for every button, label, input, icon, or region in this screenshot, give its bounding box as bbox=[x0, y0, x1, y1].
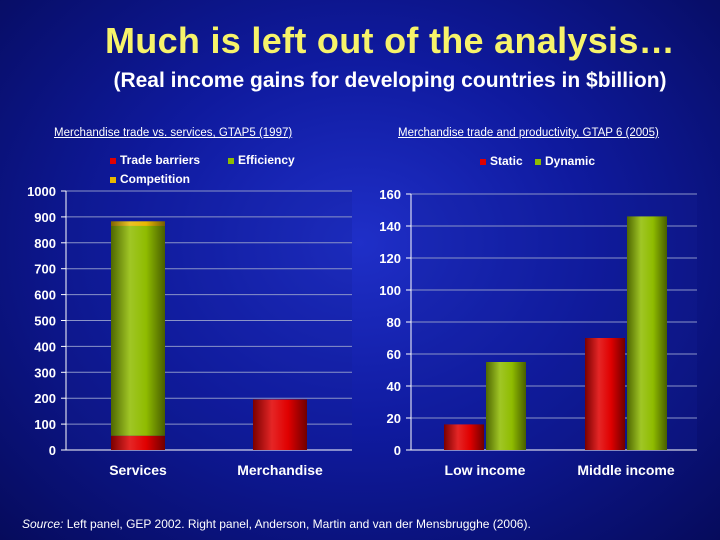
left-category-label: Merchandise bbox=[237, 462, 323, 478]
left-y-tick-label: 200 bbox=[34, 391, 56, 406]
left-legend-swatch bbox=[110, 158, 116, 164]
right-y-tick-label: 20 bbox=[387, 411, 401, 426]
left-chart-title: Merchandise trade vs. services, GTAP5 (1… bbox=[54, 127, 293, 139]
left-bar-efficiency bbox=[111, 225, 165, 436]
left-y-tick-label: 300 bbox=[34, 365, 56, 380]
right-y-tick-label: 40 bbox=[387, 379, 401, 394]
right-y-tick-label: 100 bbox=[379, 283, 401, 298]
right-y-tick-label: 60 bbox=[387, 347, 401, 362]
slide-title: Much is left out of the analysis… bbox=[105, 20, 675, 61]
source-label: Source: bbox=[22, 517, 64, 531]
left-y-tick-label: 800 bbox=[34, 236, 56, 251]
left-y-tick-label: 900 bbox=[34, 210, 56, 225]
right-y-tick-label: 120 bbox=[379, 251, 401, 266]
left-bar-competition bbox=[111, 221, 165, 226]
left-y-tick-label: 0 bbox=[49, 443, 56, 458]
right-bar-dynamic bbox=[627, 216, 667, 450]
right-legend-swatch bbox=[535, 159, 541, 165]
left-y-tick-label: 1000 bbox=[27, 184, 56, 199]
right-bar-dynamic bbox=[486, 362, 526, 450]
right-y-tick-label: 0 bbox=[394, 443, 401, 458]
right-bar-static bbox=[585, 338, 625, 450]
right-legend-label: Static bbox=[490, 154, 523, 168]
right-y-tick-label: 80 bbox=[387, 315, 401, 330]
left-y-tick-label: 400 bbox=[34, 339, 56, 354]
slide-subtitle: (Real income gains for developing countr… bbox=[113, 69, 667, 92]
left-bar-trade-barriers bbox=[111, 435, 165, 450]
right-y-tick-label: 160 bbox=[379, 187, 401, 202]
left-y-tick-label: 700 bbox=[34, 262, 56, 277]
left-category-label: Services bbox=[109, 462, 167, 478]
right-legend-label: Dynamic bbox=[545, 154, 595, 168]
right-y-tick-label: 140 bbox=[379, 219, 401, 234]
left-legend-swatch bbox=[110, 177, 116, 183]
source-text: Left panel, GEP 2002. Right panel, Ander… bbox=[63, 517, 531, 531]
left-legend-label: Competition bbox=[120, 172, 190, 186]
left-legend-label: Efficiency bbox=[238, 153, 295, 167]
left-y-tick-label: 600 bbox=[34, 288, 56, 303]
left-legend-swatch bbox=[228, 158, 234, 164]
right-bar-static bbox=[444, 424, 484, 450]
left-legend-label: Trade barriers bbox=[120, 153, 200, 167]
left-y-tick-label: 100 bbox=[34, 417, 56, 432]
right-category-label: Middle income bbox=[577, 462, 674, 478]
left-bar-trade-barriers bbox=[253, 399, 307, 450]
right-chart-title: Merchandise trade and productivity, GTAP… bbox=[398, 127, 659, 139]
source-note: Source: Left panel, GEP 2002. Right pane… bbox=[22, 517, 531, 531]
right-category-label: Low income bbox=[445, 462, 526, 478]
left-y-tick-label: 500 bbox=[34, 314, 56, 329]
right-legend-swatch bbox=[480, 159, 486, 165]
